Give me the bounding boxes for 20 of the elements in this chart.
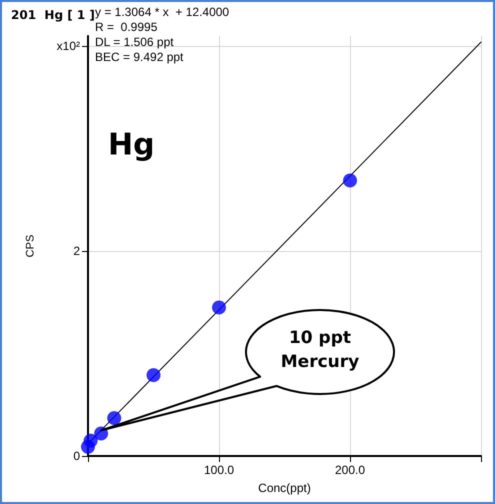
text: y = 1.3064 * x + 12.4000: [95, 5, 230, 19]
y-tick-label: x10²: [56, 39, 80, 54]
annotation: DL = 1.506 ppt: [95, 35, 174, 49]
y-tick-label: 2: [73, 244, 80, 258]
point: [343, 173, 357, 188]
text: R = 0.9995: [95, 20, 158, 34]
point: [94, 426, 108, 440]
point: [212, 300, 226, 314]
annotation: 10 ppt Mercury: [280, 327, 360, 374]
annotation: Hg: [108, 128, 155, 162]
x-axis-title: Conc(ppt): [258, 481, 311, 495]
y-axis-title: CPS: [24, 234, 36, 258]
x-tick-label: 200.0: [334, 463, 366, 477]
point: [84, 434, 98, 448]
point: [146, 368, 160, 382]
annotation: BEC = 9.492 ppt: [95, 50, 184, 64]
point: [107, 411, 122, 426]
y-tick-label: 0: [73, 449, 80, 463]
x-tick-label: 100.0: [204, 463, 234, 477]
chart-title: 201 Hg [ 1 ]: [11, 8, 95, 22]
